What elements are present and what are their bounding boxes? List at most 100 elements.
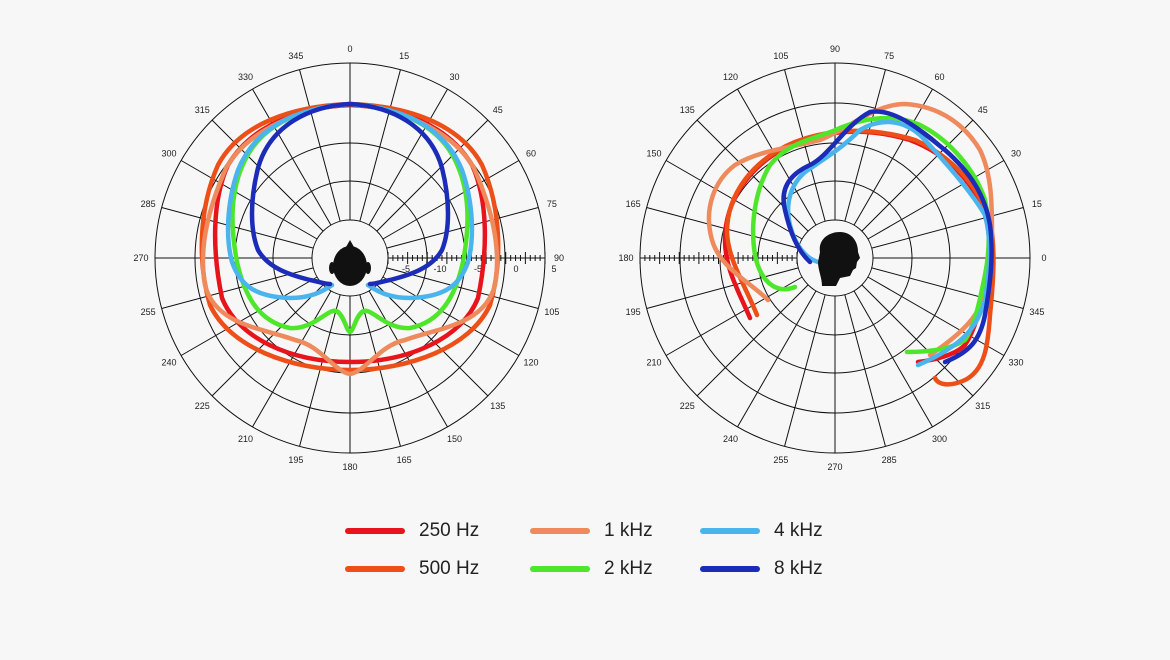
right-spoke-19 bbox=[646, 207, 799, 249]
left-angle-label: 60 bbox=[526, 149, 536, 159]
right-series-2khz-curve bbox=[750, 115, 991, 355]
left-series-2khz-curve bbox=[230, 101, 470, 335]
right-spoke-11 bbox=[844, 294, 886, 447]
right-angle-label: 285 bbox=[882, 455, 897, 465]
right-spoke-1 bbox=[844, 69, 886, 222]
right-angle-label: 195 bbox=[626, 307, 641, 317]
left-angle-label: 165 bbox=[397, 455, 412, 465]
right-angle-label: 330 bbox=[1008, 358, 1023, 368]
right-spoke-17 bbox=[646, 267, 799, 309]
right-angle-label: 210 bbox=[646, 358, 661, 368]
right-spoke-4 bbox=[867, 160, 1005, 240]
right-angle-label: 120 bbox=[723, 72, 738, 82]
right-angle-label: 135 bbox=[680, 105, 695, 115]
right-spoke-8 bbox=[867, 276, 1005, 356]
left-angle-label: 195 bbox=[288, 455, 303, 465]
right-angle-label: 75 bbox=[884, 51, 894, 61]
legend-swatch bbox=[530, 566, 590, 572]
right-spoke-7 bbox=[871, 267, 1024, 309]
left-spoke-2 bbox=[368, 88, 448, 226]
left-angle-label: 90 bbox=[554, 253, 564, 263]
right-angle-label: 15 bbox=[1032, 199, 1042, 209]
legend-item: 2 kHz bbox=[530, 556, 653, 582]
legend-label: 8 kHz bbox=[774, 558, 823, 579]
right-spoke-15 bbox=[696, 284, 809, 397]
left-spoke-15 bbox=[211, 284, 324, 397]
left-spoke-11 bbox=[359, 294, 401, 447]
legend-label: 250 Hz bbox=[419, 520, 480, 541]
left-spoke-10 bbox=[368, 290, 448, 428]
right-angle-label: 270 bbox=[827, 462, 842, 472]
left-angle-label: 240 bbox=[161, 358, 176, 368]
left-angle-label: 330 bbox=[238, 72, 253, 82]
right-angle-label: 90 bbox=[830, 44, 840, 54]
legend-item: 500 Hz bbox=[345, 556, 479, 582]
legend-item: 4 kHz bbox=[700, 518, 823, 544]
left-spoke-23 bbox=[299, 69, 341, 222]
right-angle-label: 240 bbox=[723, 434, 738, 444]
head-side-icon bbox=[818, 232, 860, 286]
legend: 250 Hz 1 kHz 4 kHz 500 Hz 2 kHz 8 kHz bbox=[345, 518, 845, 590]
left-angle-label: 225 bbox=[195, 401, 210, 411]
right-spoke-10 bbox=[853, 290, 933, 428]
left-spoke-4 bbox=[382, 160, 520, 240]
left-angle-label: 150 bbox=[447, 434, 462, 444]
left-angle-label: 210 bbox=[238, 434, 253, 444]
legend-label: 4 kHz bbox=[774, 520, 823, 541]
left-spoke-16 bbox=[180, 276, 318, 356]
legend-swatch bbox=[700, 566, 760, 572]
left-angle-label: 120 bbox=[523, 358, 538, 368]
left-spoke-3 bbox=[376, 119, 489, 232]
right-spoke-5 bbox=[871, 207, 1024, 249]
legend-item: 8 kHz bbox=[700, 556, 823, 582]
left-angle-label: 135 bbox=[490, 401, 505, 411]
left-angle-label: 300 bbox=[161, 149, 176, 159]
left-angle-label: 315 bbox=[195, 105, 210, 115]
left-angle-label: 0 bbox=[347, 44, 352, 54]
legend-label: 2 kHz bbox=[604, 558, 653, 579]
left-spoke-19 bbox=[161, 207, 314, 249]
right-angle-label: 300 bbox=[932, 434, 947, 444]
right-angle-label: 225 bbox=[680, 401, 695, 411]
left-angle-labels: 0 15 30 45 60 75 90 105 120 135 150 165 180 195 210 225… bbox=[133, 44, 564, 472]
right-angle-label: 255 bbox=[773, 455, 788, 465]
right-spoke-2 bbox=[853, 88, 933, 226]
left-scale-label: -10 bbox=[433, 264, 446, 274]
left-spoke-8 bbox=[382, 276, 520, 356]
left-angle-label: 180 bbox=[342, 462, 357, 472]
left-angle-label: 270 bbox=[133, 253, 148, 263]
right-angle-label: 105 bbox=[773, 51, 788, 61]
legend-item: 250 Hz bbox=[345, 518, 479, 544]
left-angle-label: 45 bbox=[493, 105, 503, 115]
legend-swatch bbox=[345, 528, 405, 534]
left-spoke-5 bbox=[386, 207, 539, 249]
left-scale-label: 5 bbox=[551, 264, 556, 274]
legend-item: 1 kHz bbox=[530, 518, 653, 544]
right-angle-label: 30 bbox=[1011, 149, 1021, 159]
right-spoke-9 bbox=[861, 284, 974, 397]
right-spoke-14 bbox=[737, 290, 817, 428]
left-angle-label: 75 bbox=[547, 199, 557, 209]
right-angle-label: 315 bbox=[975, 401, 990, 411]
right-angle-label: 60 bbox=[934, 72, 944, 82]
left-spoke-20 bbox=[180, 160, 318, 240]
legend-label: 1 kHz bbox=[604, 520, 653, 541]
right-angle-label: 180 bbox=[618, 253, 633, 263]
right-spoke-13 bbox=[784, 294, 826, 447]
legend-swatch bbox=[530, 528, 590, 534]
right-series-4khz-curve bbox=[785, 119, 992, 368]
right-angle-label: 45 bbox=[978, 105, 988, 115]
left-spoke-9 bbox=[376, 284, 489, 397]
right-angle-labels: 9075604530150345330315300285270255240225… bbox=[618, 44, 1046, 472]
left-scale-label: -5 bbox=[402, 264, 410, 274]
left-series-8khz-curve bbox=[249, 101, 451, 287]
right-spoke-3 bbox=[861, 119, 974, 232]
left-series-1khz-curve bbox=[200, 101, 500, 377]
left-spoke-13 bbox=[299, 294, 341, 447]
left-series-500hz-curve bbox=[199, 101, 501, 373]
left-angle-label: 105 bbox=[544, 307, 559, 317]
left-polar-chart: 0 15 30 45 60 75 90 105 120 135 150 165 180 195 210 225… bbox=[133, 44, 564, 472]
head-top-icon bbox=[329, 240, 371, 286]
left-angle-label: 255 bbox=[141, 307, 156, 317]
